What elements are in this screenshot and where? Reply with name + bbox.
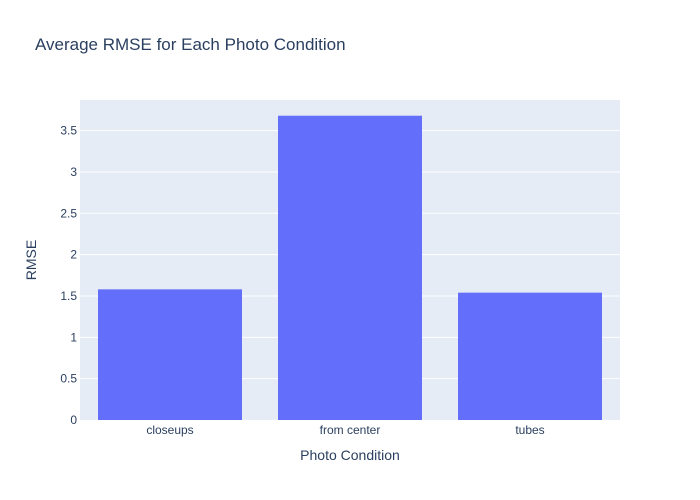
bar-from-center <box>278 115 422 420</box>
y-tick-label: 1 <box>70 330 77 344</box>
x-tick-label: from center <box>320 423 381 437</box>
y-tick-label: 1.5 <box>60 289 77 303</box>
chart-title: Average RMSE for Each Photo Condition <box>35 35 346 54</box>
y-tick-label: 3.5 <box>60 124 77 138</box>
y-tick-label: 2.5 <box>60 206 77 220</box>
x-axis-ticks: closeups from center tubes <box>146 423 544 437</box>
y-tick-label: 0.5 <box>60 372 77 386</box>
y-axis-title: RMSE <box>23 240 39 280</box>
y-tick-label: 3 <box>70 165 77 179</box>
x-tick-label: tubes <box>515 423 544 437</box>
y-axis-ticks: 0 0.5 1 1.5 2 2.5 3 3.5 <box>60 124 77 427</box>
x-axis-title: Photo Condition <box>300 447 400 463</box>
x-tick-label: closeups <box>146 423 193 437</box>
bar-closeups <box>98 289 242 420</box>
bar-tubes <box>458 292 602 420</box>
y-tick-label: 2 <box>70 248 77 262</box>
bars <box>98 115 602 420</box>
y-tick-label: 0 <box>70 413 77 427</box>
